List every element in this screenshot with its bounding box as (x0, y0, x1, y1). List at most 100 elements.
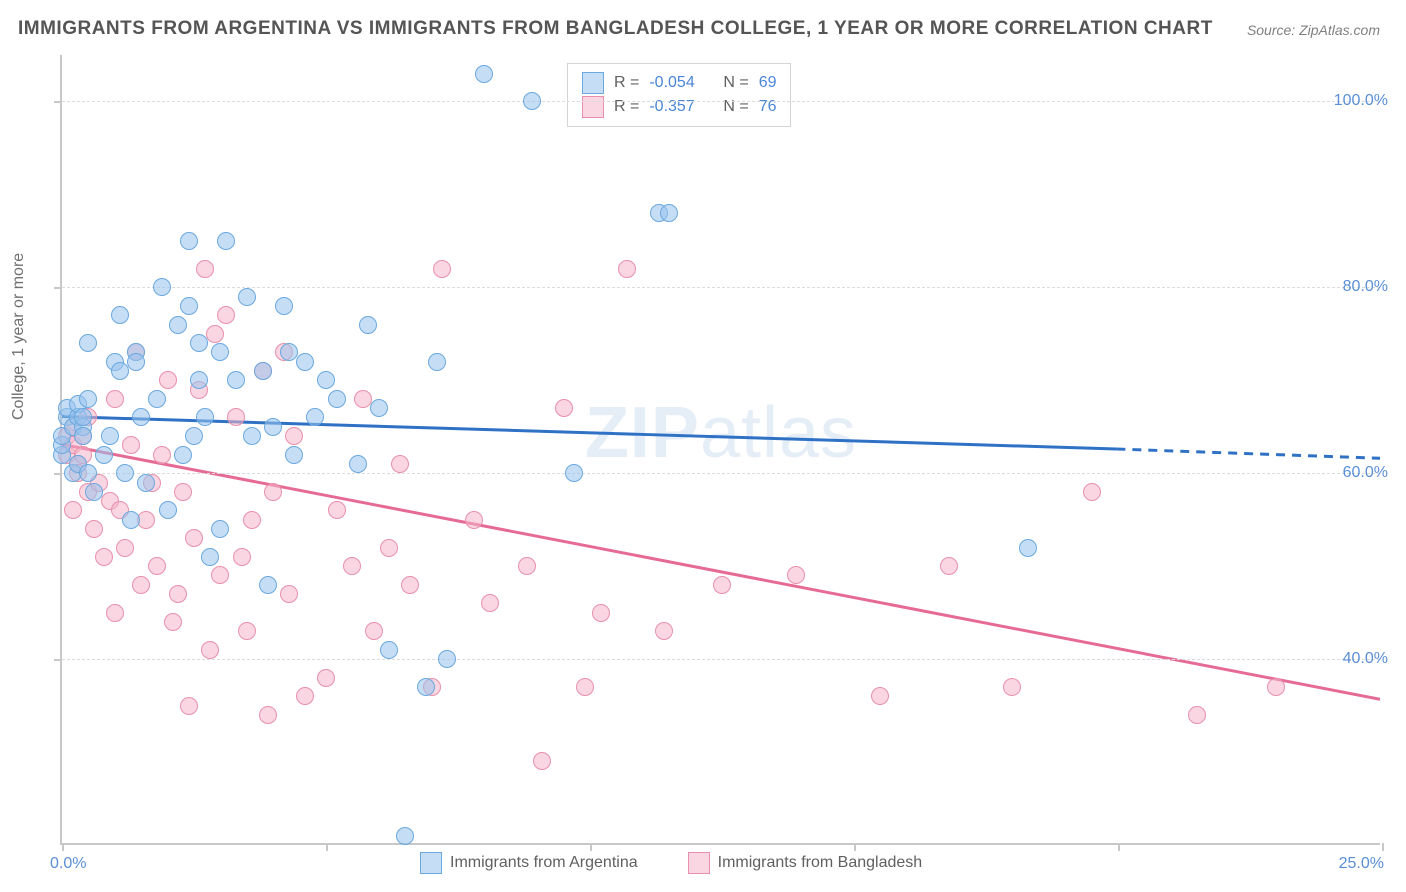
source-attribution: Source: ZipAtlas.com (1247, 22, 1380, 38)
scatter-point-argentina (238, 288, 256, 306)
scatter-point-bangladesh (365, 622, 383, 640)
scatter-point-bangladesh (196, 260, 214, 278)
scatter-point-bangladesh (106, 604, 124, 622)
scatter-point-bangladesh (618, 260, 636, 278)
legend-swatch (688, 852, 710, 874)
scatter-point-bangladesh (518, 557, 536, 575)
scatter-point-argentina (217, 232, 235, 250)
scatter-point-bangladesh (243, 511, 261, 529)
scatter-point-argentina (196, 408, 214, 426)
scatter-point-argentina (116, 464, 134, 482)
scatter-point-argentina (380, 641, 398, 659)
scatter-point-argentina (79, 334, 97, 352)
scatter-point-argentina (137, 474, 155, 492)
legend-n-label: N = (723, 74, 748, 92)
scatter-point-argentina (159, 501, 177, 519)
legend-r-value: -0.054 (649, 74, 713, 92)
scatter-point-argentina (396, 827, 414, 845)
scatter-point-bangladesh (380, 539, 398, 557)
scatter-point-argentina (79, 464, 97, 482)
y-tick (54, 659, 62, 661)
scatter-point-argentina (328, 390, 346, 408)
scatter-point-bangladesh (85, 520, 103, 538)
x-tick (590, 843, 592, 851)
scatter-point-bangladesh (576, 678, 594, 696)
scatter-point-bangladesh (655, 622, 673, 640)
scatter-point-argentina (101, 427, 119, 445)
y-tick-label: 40.0% (1343, 650, 1388, 668)
scatter-point-argentina (660, 204, 678, 222)
plot-area: ZIPatlas R =-0.054N =69R =-0.357N =76 (60, 55, 1380, 845)
scatter-point-argentina (227, 371, 245, 389)
scatter-point-bangladesh (201, 641, 219, 659)
scatter-point-bangladesh (116, 539, 134, 557)
scatter-point-bangladesh (95, 548, 113, 566)
scatter-point-argentina (306, 408, 324, 426)
scatter-point-argentina (428, 353, 446, 371)
y-tick (54, 287, 62, 289)
legend-stats-row: R =-0.054N =69 (582, 72, 776, 94)
legend-swatch (582, 96, 604, 118)
scatter-point-bangladesh (433, 260, 451, 278)
scatter-point-argentina (153, 278, 171, 296)
scatter-point-argentina (296, 353, 314, 371)
scatter-point-argentina (122, 511, 140, 529)
watermark: ZIPatlas (585, 392, 857, 474)
scatter-point-bangladesh (217, 306, 235, 324)
scatter-point-argentina (74, 427, 92, 445)
scatter-point-argentina (475, 65, 493, 83)
x-tick (62, 843, 64, 851)
y-tick-label: 80.0% (1343, 278, 1388, 296)
watermark-text-a: ZIP (585, 393, 700, 473)
scatter-point-argentina (243, 427, 261, 445)
scatter-point-argentina (370, 399, 388, 417)
scatter-point-bangladesh (238, 622, 256, 640)
y-tick-label: 60.0% (1343, 464, 1388, 482)
scatter-point-bangladesh (280, 585, 298, 603)
scatter-point-bangladesh (153, 446, 171, 464)
scatter-point-bangladesh (264, 483, 282, 501)
scatter-point-bangladesh (1267, 678, 1285, 696)
scatter-point-argentina (148, 390, 166, 408)
scatter-point-argentina (111, 362, 129, 380)
scatter-point-argentina (190, 334, 208, 352)
legend-stats-row: R =-0.357N =76 (582, 96, 776, 118)
scatter-point-bangladesh (1188, 706, 1206, 724)
x-tick (326, 843, 328, 851)
scatter-point-bangladesh (174, 483, 192, 501)
scatter-point-bangladesh (185, 529, 203, 547)
scatter-point-bangladesh (296, 687, 314, 705)
scatter-point-bangladesh (64, 501, 82, 519)
legend-r-label: R = (614, 74, 639, 92)
scatter-point-argentina (349, 455, 367, 473)
scatter-point-bangladesh (465, 511, 483, 529)
scatter-point-argentina (74, 408, 92, 426)
legend-swatch (582, 72, 604, 94)
scatter-point-bangladesh (1083, 483, 1101, 501)
scatter-point-bangladesh (533, 752, 551, 770)
scatter-point-bangladesh (1003, 678, 1021, 696)
legend-series-name: Immigrants from Argentina (450, 854, 638, 872)
scatter-point-bangladesh (164, 613, 182, 631)
scatter-point-bangladesh (871, 687, 889, 705)
scatter-point-argentina (275, 297, 293, 315)
scatter-point-bangladesh (206, 325, 224, 343)
scatter-point-argentina (317, 371, 335, 389)
scatter-point-argentina (132, 408, 150, 426)
watermark-text-b: atlas (700, 393, 857, 473)
gridline (62, 101, 1380, 102)
legend-series-name: Immigrants from Bangladesh (718, 854, 923, 872)
scatter-point-bangladesh (401, 576, 419, 594)
legend-swatch (420, 852, 442, 874)
scatter-point-bangladesh (148, 557, 166, 575)
x-axis-min-label: 0.0% (50, 855, 86, 873)
gridline (62, 287, 1380, 288)
scatter-point-argentina (359, 316, 377, 334)
scatter-point-bangladesh (227, 408, 245, 426)
legend-stats-box: R =-0.054N =69R =-0.357N =76 (567, 63, 791, 127)
trend-lines-layer (62, 55, 1380, 843)
scatter-point-bangladesh (343, 557, 361, 575)
scatter-point-argentina (211, 520, 229, 538)
scatter-point-bangladesh (233, 548, 251, 566)
scatter-point-argentina (201, 548, 219, 566)
